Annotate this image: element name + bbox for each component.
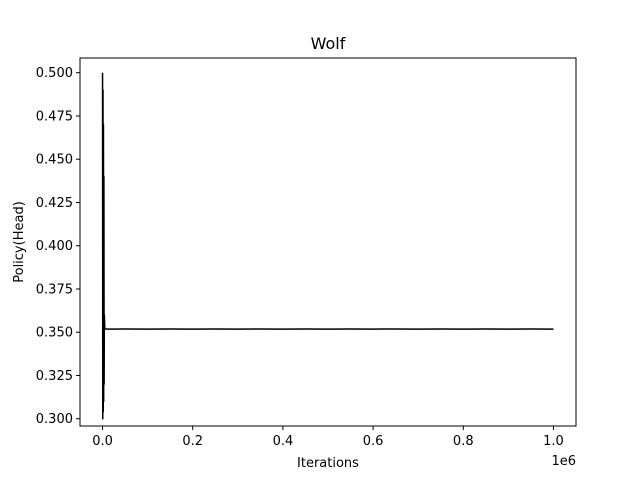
x-tick-label: 0.0 bbox=[92, 434, 113, 449]
y-tick-label: 0.350 bbox=[36, 326, 73, 341]
y-tick-label: 0.300 bbox=[36, 412, 73, 427]
y-tick-label: 0.425 bbox=[36, 196, 73, 211]
x-tick-label: 0.2 bbox=[182, 434, 203, 449]
chart-title: Wolf bbox=[311, 34, 346, 53]
x-tick-label: 1.0 bbox=[543, 434, 564, 449]
x-tick-label: 0.6 bbox=[363, 434, 384, 449]
x-axis-ticks: 0.0 0.2 0.4 0.6 0.8 1.0 bbox=[92, 426, 564, 449]
series-line bbox=[101, 72, 554, 420]
y-tick-label: 0.375 bbox=[36, 282, 73, 297]
x-axis-label: Iterations bbox=[297, 456, 359, 471]
y-axis-label: Policy(Head) bbox=[12, 201, 27, 283]
x-axis-offset-label: 1e6 bbox=[551, 454, 576, 469]
plot-frame bbox=[79, 57, 577, 427]
x-tick-label: 0.8 bbox=[453, 434, 474, 449]
x-tick-label: 0.4 bbox=[273, 434, 294, 449]
y-tick-label: 0.400 bbox=[36, 239, 73, 254]
y-tick-label: 0.450 bbox=[36, 153, 73, 168]
y-axis-ticks: 0.300 0.325 0.350 0.375 0.400 0.425 0.450 0.475… bbox=[36, 66, 80, 427]
y-tick-label: 0.325 bbox=[36, 369, 73, 384]
y-tick-label: 0.500 bbox=[36, 66, 73, 81]
y-tick-label: 0.475 bbox=[36, 109, 73, 124]
